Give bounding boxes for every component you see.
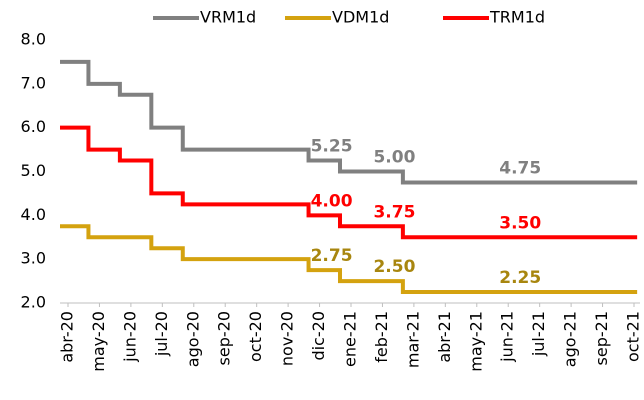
value-label: 2.25 [499,268,541,288]
legend-label: VRM1d [200,8,256,27]
y-tick-label: 6.0 [21,117,46,136]
value-label: 5.00 [373,148,415,168]
series-line [60,125,638,240]
x-tick-label: may-20 [89,311,108,372]
series-line [60,224,638,295]
x-tick-label: ago-21 [561,311,580,367]
x-tick-label: sep-21 [592,311,611,365]
x-tick-label: dic-20 [309,311,328,361]
legend-label: VDM1d [332,8,389,27]
y-tick-label: 5.0 [21,161,46,180]
y-tick-label: 7.0 [21,73,46,92]
value-label: 3.75 [373,202,415,222]
x-tick-label: feb-21 [372,311,391,363]
x-tick-label: sep-20 [215,311,234,365]
y-tick-label: 4.0 [21,205,46,224]
x-tick-label: jun-21 [498,311,517,363]
series-line [60,59,638,185]
x-tick-label: jul-20 [152,311,171,357]
x-tick-label: mar-21 [403,311,422,368]
x-tick-label: oct-20 [246,311,265,362]
value-label: 2.75 [311,246,353,266]
legend-label: TRM1d [489,8,545,27]
y-tick-label: 8.0 [21,30,46,49]
y-tick-label: 3.0 [21,249,46,268]
x-tick-label: jul-21 [529,311,548,357]
value-label: 2.50 [373,257,415,277]
x-tick-label: abr-20 [58,311,77,363]
x-tick-label: ago-20 [183,311,202,367]
x-tick-label: abr-21 [435,311,454,363]
value-label: 3.50 [499,213,541,233]
x-tick-label: oct-21 [624,311,643,362]
value-label: 4.00 [311,191,353,211]
value-label: 5.25 [311,137,353,157]
value-label: 4.75 [499,158,541,178]
x-tick-label: nov-20 [278,311,297,366]
x-tick-label: may-21 [466,311,485,372]
y-tick-label: 2.0 [21,293,46,312]
x-tick-label: ene-21 [341,311,360,367]
x-tick-label: jun-20 [120,311,139,363]
